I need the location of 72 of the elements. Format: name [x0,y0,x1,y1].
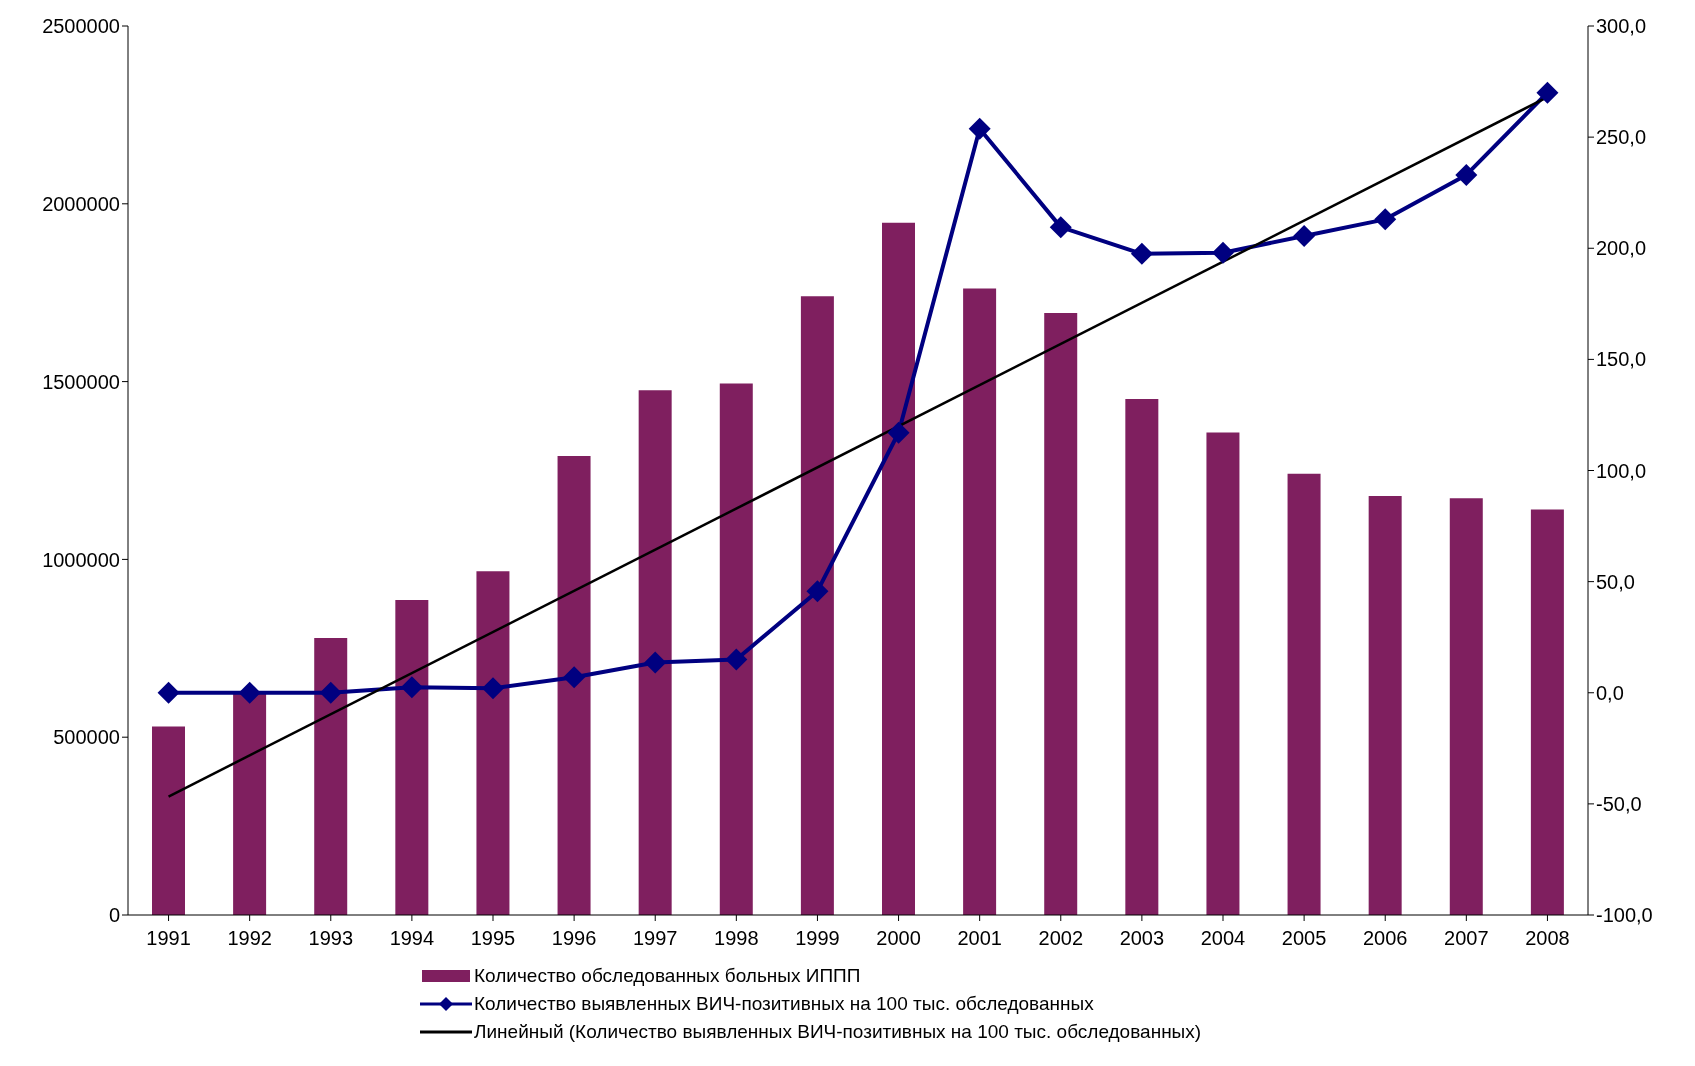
y2-tick-label: 0,0 [1596,681,1624,704]
point [563,666,586,689]
point [1049,216,1072,239]
y2-tick-label: -50,0 [1596,792,1642,815]
point [1130,242,1153,265]
point [400,676,423,699]
bar [1368,496,1402,915]
x-tick-label: 1991 [146,927,191,950]
point [968,117,991,140]
x-tick-label: 2007 [1444,927,1489,950]
x-tick-label: 2001 [957,927,1002,950]
bar [1206,432,1240,915]
y-tick-label: 2000000 [42,192,120,215]
bar [476,571,510,915]
bar [800,296,834,915]
point [157,681,180,704]
point [238,681,261,704]
point [1455,163,1478,186]
bar [638,390,672,915]
y2-tick-label: -100,0 [1596,904,1653,927]
x-tick-label: 1995 [470,927,516,950]
x-tick-label: 2008 [1525,927,1570,950]
x-tick-label: 2003 [1119,927,1165,950]
point [644,651,667,674]
point [1212,241,1234,264]
x-tick-label: 1992 [227,927,272,950]
x-tick-label: 1997 [632,927,678,950]
y2-tick-label: 50,0 [1596,570,1635,593]
bar [1530,509,1564,915]
point [482,677,504,700]
x-tick-label: 1996 [551,927,597,950]
y-tick-label: 0 [108,904,120,927]
point [1293,225,1316,248]
point [1374,208,1397,231]
point [319,681,342,704]
y2-tick-label: 300,0 [1596,15,1647,38]
bar [395,599,429,915]
y2-tick-label: 100,0 [1596,459,1647,482]
bar [1449,498,1483,915]
y-tick-label: 2500000 [42,15,120,38]
bar [233,693,267,915]
legend-label: Количество обследованных больных ИППП [474,965,861,987]
y2-tick-label: 150,0 [1596,348,1647,371]
x-tick-label: 1998 [714,927,759,950]
point [725,648,748,671]
bar [882,222,915,915]
y-tick-label: 1500000 [42,370,120,393]
bar [314,637,348,915]
x-tick-label: 1994 [389,927,435,950]
point [1536,81,1559,104]
y2-tick-label: 200,0 [1596,237,1647,260]
bar [152,726,185,915]
y-tick-label: 500000 [53,726,120,749]
point [806,580,829,603]
x-tick-label: 1999 [795,927,840,950]
x-tick-label: 2006 [1362,927,1408,950]
legend-label: Количество выявленных ВИЧ-позитивных на 100 тыс. обследованных [474,993,1094,1015]
legend-label: Линейный (Количество выявленных ВИЧ-позитивных на 100 тыс. обследованных) [474,1021,1202,1043]
x-tick-label: 1993 [308,927,354,950]
bar [963,288,997,915]
y2-tick-label: 250,0 [1596,126,1647,149]
bar [1125,399,1159,915]
x-tick-label: 2004 [1200,927,1246,950]
x-tick-label: 2002 [1038,927,1084,950]
x-tick-label: 2000 [876,927,921,950]
bar [1287,473,1321,915]
bar [557,455,591,915]
bar [719,383,753,915]
x-tick-label: 2005 [1281,927,1327,950]
y-tick-label: 1000000 [42,548,120,571]
point [887,421,910,444]
bar [1044,312,1078,915]
